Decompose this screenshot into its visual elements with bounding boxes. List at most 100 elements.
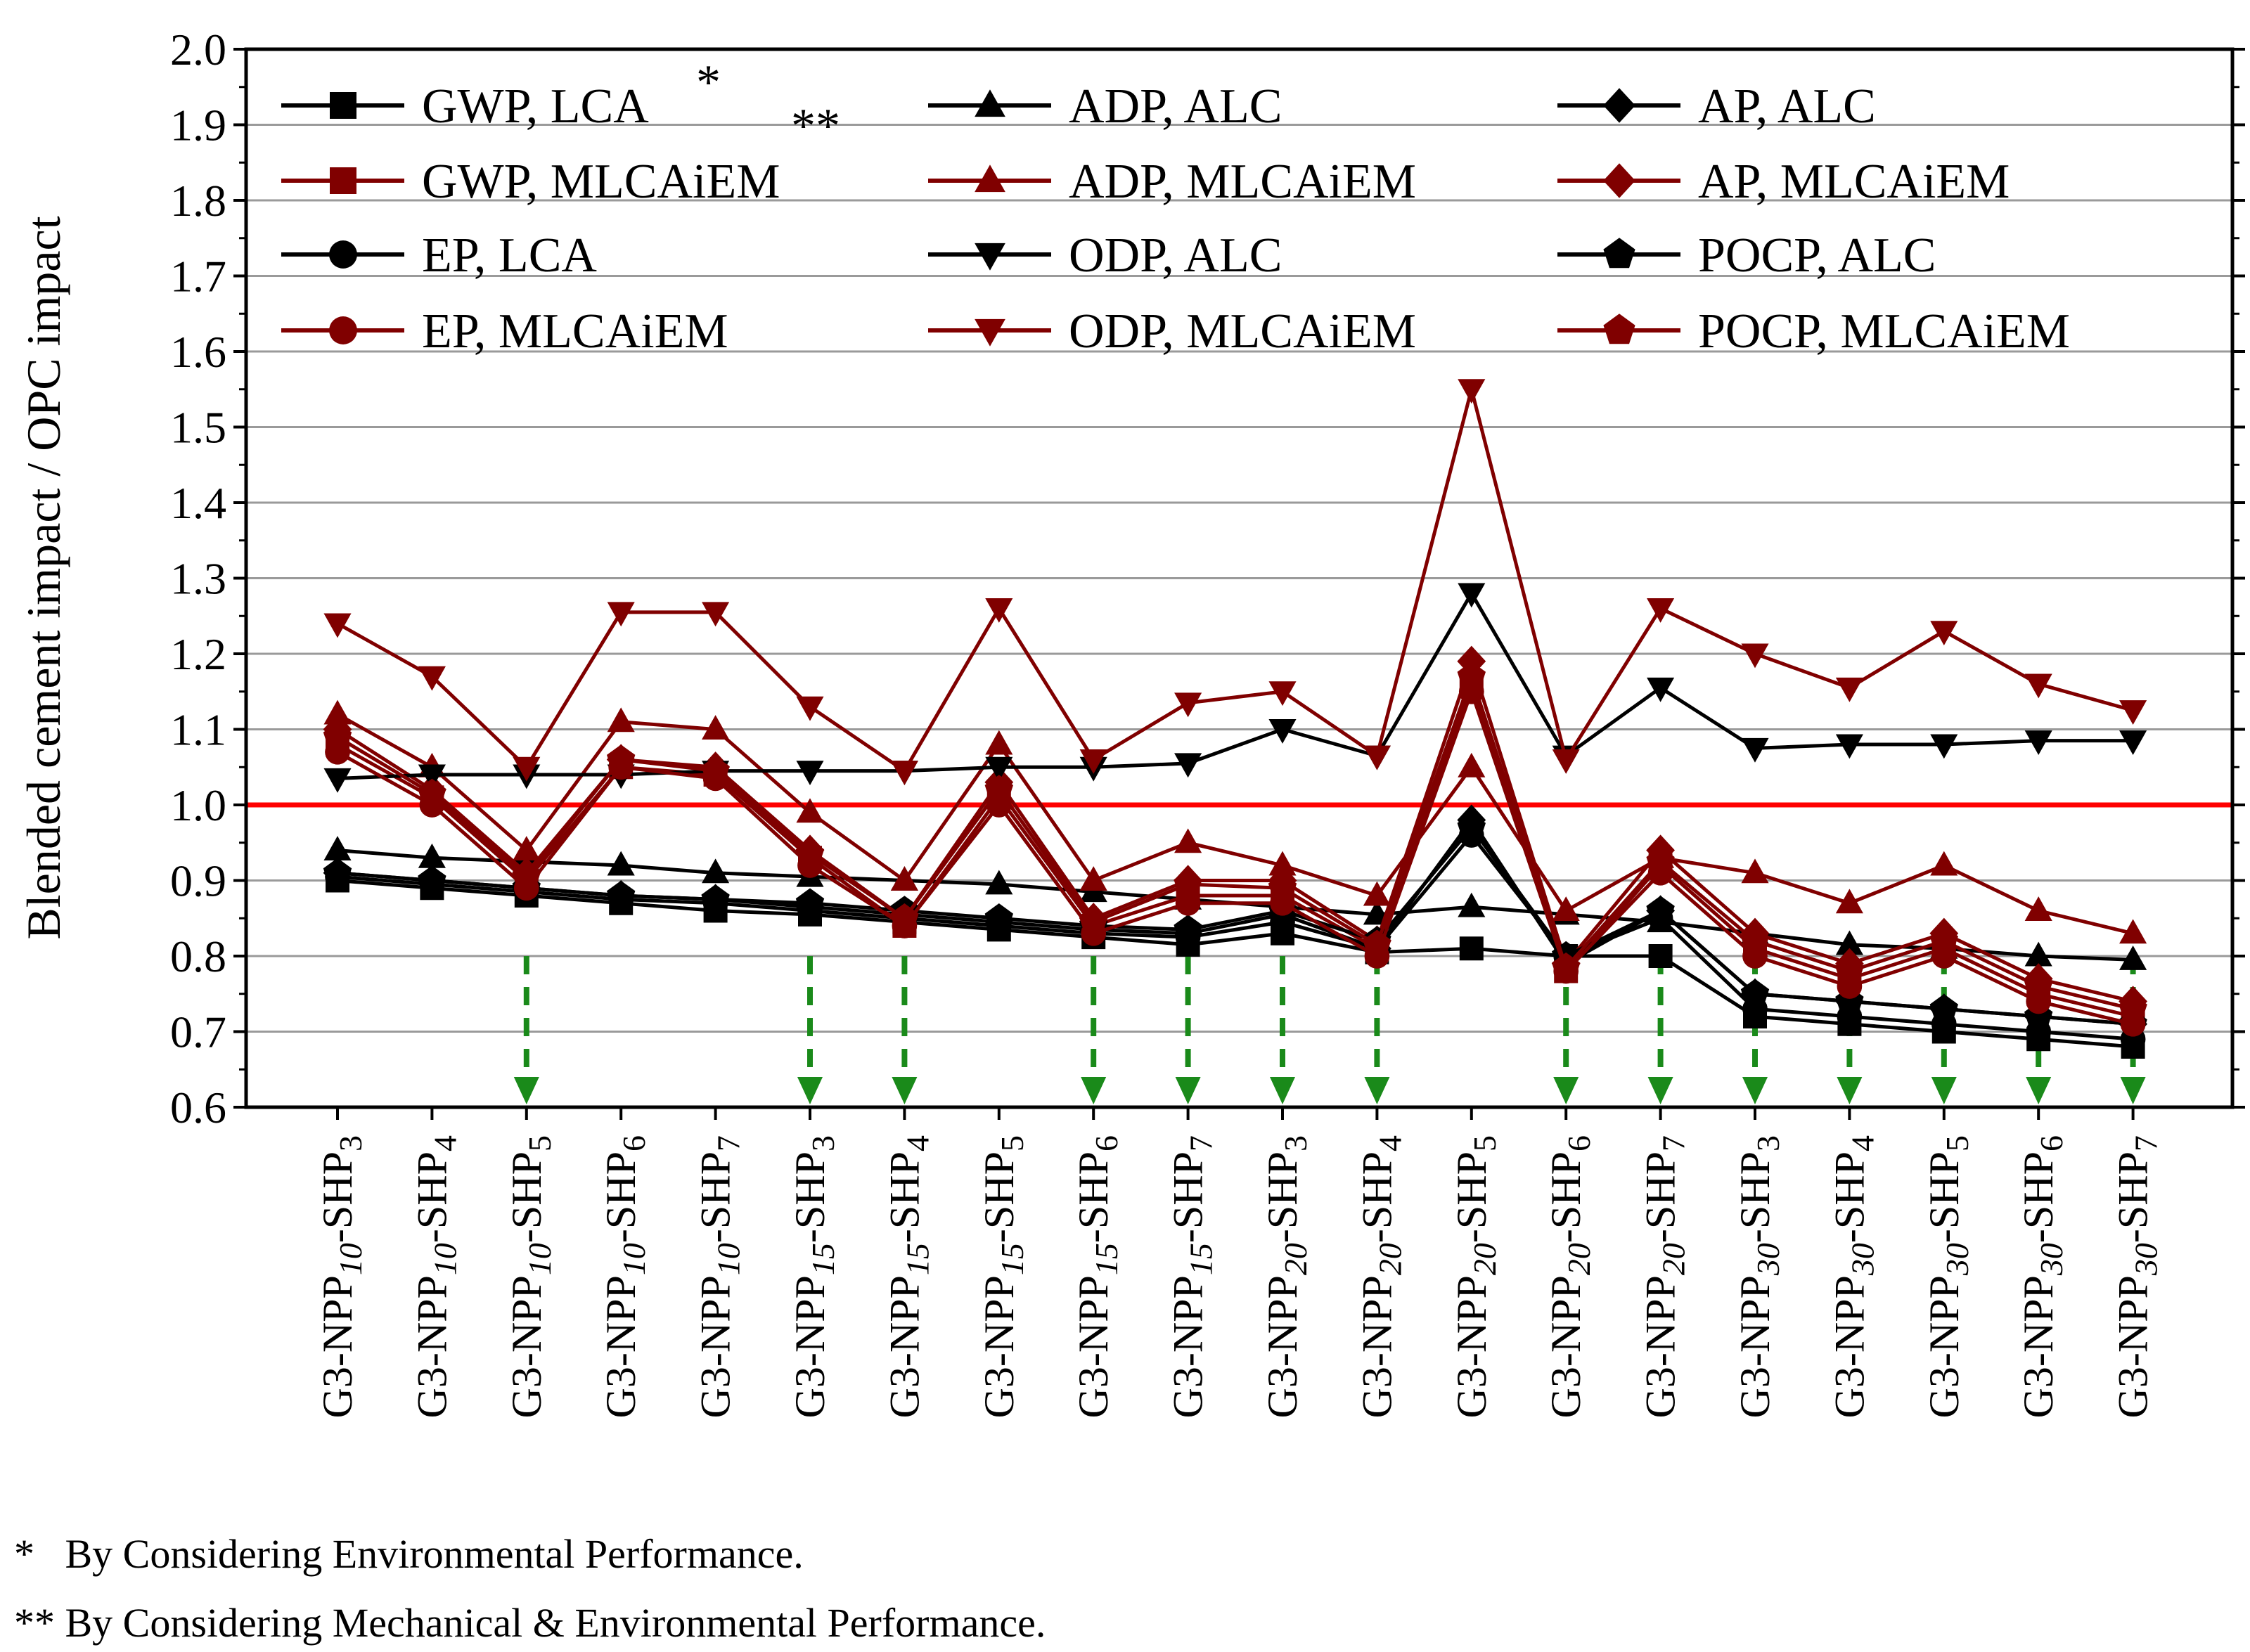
series-0-point-14 xyxy=(1648,944,1673,968)
x-tick-label-2: G3-NPP10-SHP5 xyxy=(503,1135,558,1418)
series-10-point-4 xyxy=(702,602,730,627)
x-tick-label-part-15-2: -SHP xyxy=(1732,1151,1778,1243)
series-10 xyxy=(323,379,2147,786)
series-10-point-5 xyxy=(796,696,824,721)
x-tick-label-4: G3-NPP10-SHP7 xyxy=(693,1135,747,1418)
series-11-point-10 xyxy=(1268,873,1297,901)
x-tick-label-part-12-3: 5 xyxy=(1467,1135,1503,1151)
series-line-4 xyxy=(336,712,2134,936)
legend-label-11: POCP, MLCAiEM xyxy=(1698,304,2070,359)
arrow-head-9 xyxy=(1175,1077,1201,1104)
series-4-point-12 xyxy=(1458,752,1486,777)
x-tick-label-5: G3-NPP15-SHP3 xyxy=(787,1135,841,1418)
legend-item-4: ADP, MLCAiEM xyxy=(928,155,1416,209)
series-7-point-0 xyxy=(323,768,352,793)
x-tick-label-part-10-1: 20 xyxy=(1278,1243,1313,1275)
series-11-point-7 xyxy=(984,775,1013,802)
x-tick-label-part-16-3: 4 xyxy=(1844,1135,1880,1151)
x-tick-label-part-2-0: G3-NPP xyxy=(503,1275,550,1418)
x-tick-label-14: G3-NPP20-SHP7 xyxy=(1638,1135,1692,1418)
legend-item-5: AP, MLCAiEM xyxy=(1557,155,2010,209)
series-1-point-16 xyxy=(1835,930,1863,955)
series-11-point-11 xyxy=(1363,929,1391,957)
series-11-point-17 xyxy=(1929,926,1958,953)
series-1-point-7 xyxy=(985,870,1013,895)
x-tick-label-part-1-3: 4 xyxy=(427,1135,463,1151)
series-11-point-19 xyxy=(2119,994,2147,1021)
series-4-point-17 xyxy=(1930,851,1958,876)
series-11 xyxy=(323,662,2147,1021)
y-tick-label-10: 1.6 xyxy=(170,327,226,377)
series-4-point-5 xyxy=(796,798,824,823)
x-tick-label-part-14-3: 7 xyxy=(1656,1135,1692,1151)
series-8-point-17 xyxy=(1929,994,1958,1021)
series-1-point-12 xyxy=(1458,892,1486,917)
x-tick-label-part-9-0: G3-NPP xyxy=(1165,1275,1211,1418)
series-4-point-0 xyxy=(323,699,352,725)
series-7-point-17 xyxy=(1930,734,1958,759)
series-1-point-0 xyxy=(323,836,352,860)
x-tick-label-part-17-3: 5 xyxy=(1939,1135,1975,1151)
x-tick-label-18: G3-NPP30-SHP6 xyxy=(2015,1135,2069,1418)
legend-marker-6 xyxy=(329,240,357,269)
footnote-1: ** By Considering Mechanical & Environme… xyxy=(14,1600,1046,1646)
x-tick-label-part-4-1: 10 xyxy=(711,1243,747,1275)
series-7-point-9 xyxy=(1174,753,1202,778)
series-7-point-7 xyxy=(985,756,1013,782)
x-tick-label-part-3-2: -SHP xyxy=(598,1151,644,1243)
y-tick-label-0: 0.6 xyxy=(170,1083,226,1132)
x-tick-label-part-7-1: 15 xyxy=(994,1243,1030,1275)
arrow-head-14 xyxy=(1647,1077,1673,1104)
x-tick-label-part-12-2: -SHP xyxy=(1448,1151,1495,1243)
series-11-point-14 xyxy=(1646,846,1675,874)
series-11-point-8 xyxy=(1079,907,1108,934)
x-tick-label-part-2-3: 5 xyxy=(522,1135,558,1151)
legend-label-6: EP, LCA xyxy=(422,228,597,283)
legend-label-3: GWP, MLCAiEM xyxy=(422,155,780,209)
x-tick-label-part-18-0: G3-NPP xyxy=(2015,1275,2062,1418)
series-line-6 xyxy=(337,832,2133,1041)
series-8-point-5 xyxy=(795,888,825,915)
x-tick-label-part-14-2: -SHP xyxy=(1638,1151,1684,1243)
series-line-0 xyxy=(337,879,2133,1049)
x-tick-label-part-11-3: 4 xyxy=(1372,1135,1408,1151)
legend-item-0: GWP, LCA * xyxy=(281,56,721,134)
x-tick-label-part-4-3: 7 xyxy=(711,1135,747,1151)
y-tick-label-14: 2.0 xyxy=(170,25,226,75)
series-line-11 xyxy=(336,671,2134,1011)
series-4-point-7 xyxy=(985,730,1013,755)
series-11-point-6 xyxy=(890,903,919,931)
series-7-point-5 xyxy=(796,761,824,786)
series-9-point-9 xyxy=(1175,890,1201,916)
series-11-point-1 xyxy=(418,778,446,806)
series-7-point-15 xyxy=(1741,737,1769,763)
x-tick-label-part-15-1: 30 xyxy=(1750,1243,1786,1276)
x-tick-label-part-19-2: -SHP xyxy=(2110,1151,2156,1243)
legend-superscript-3: ** xyxy=(791,99,840,153)
x-tick-label-part-3-0: G3-NPP xyxy=(598,1275,644,1418)
arrow-head-11 xyxy=(1364,1077,1390,1104)
x-tick-label-part-5-3: 3 xyxy=(805,1135,841,1151)
x-tick-label-part-3-3: 6 xyxy=(616,1135,652,1151)
arrow-head-13 xyxy=(1553,1077,1579,1104)
arrow-head-8 xyxy=(1081,1077,1107,1104)
arrow-head-19 xyxy=(2120,1077,2146,1104)
legend-label-7: ODP, ALC xyxy=(1069,228,1282,283)
x-tick-label-16: G3-NPP30-SHP4 xyxy=(1826,1135,1880,1418)
series-7-point-16 xyxy=(1835,734,1863,759)
x-tick-label-part-11-2: -SHP xyxy=(1354,1151,1400,1243)
series-line-10 xyxy=(336,389,2134,774)
x-tick-label-10: G3-NPP20-SHP3 xyxy=(1259,1135,1313,1418)
series-line-9 xyxy=(336,686,2134,1026)
x-tick-label-part-9-3: 7 xyxy=(1183,1135,1219,1151)
y-tick-label-7: 1.3 xyxy=(170,554,226,604)
y-tick-label-13: 1.9 xyxy=(170,101,226,150)
legend-marker-1 xyxy=(975,89,1005,117)
series-10-point-9 xyxy=(1174,692,1202,718)
series-8-point-7 xyxy=(984,903,1013,931)
legend-label-2: AP, ALC xyxy=(1698,79,1876,134)
y-tick-label-3: 0.9 xyxy=(170,856,226,906)
series-4-point-15 xyxy=(1741,858,1769,884)
footnote-0: * By Considering Environmental Performan… xyxy=(14,1531,804,1577)
